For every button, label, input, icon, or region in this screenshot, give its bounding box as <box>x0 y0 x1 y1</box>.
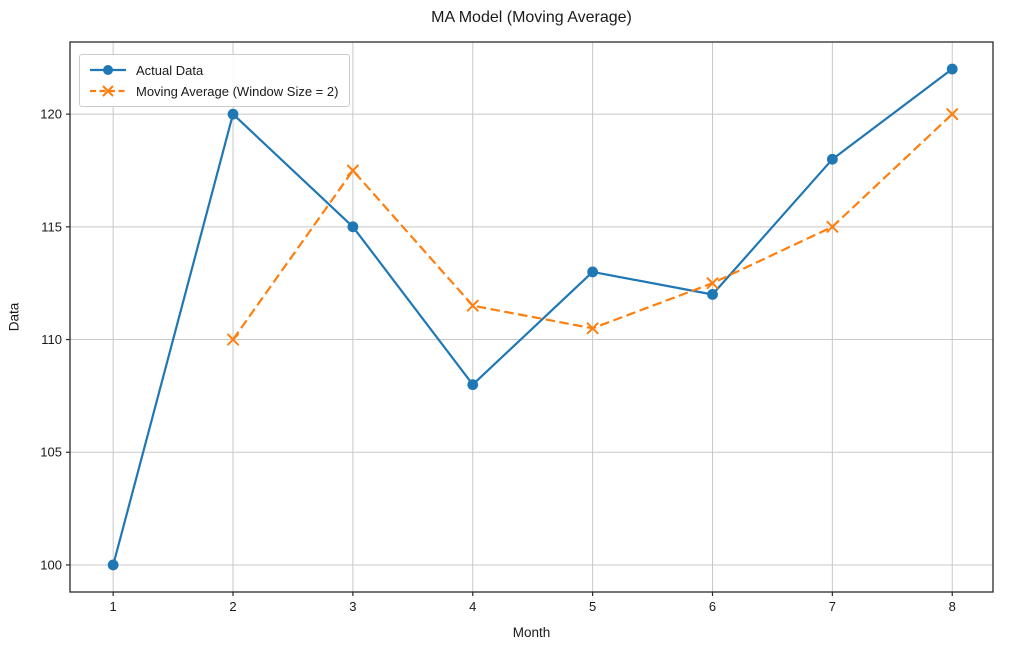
chart-title: MA Model (Moving Average) <box>431 9 632 26</box>
x-tick-label: 8 <box>949 599 956 614</box>
legend-label: Moving Average (Window Size = 2) <box>136 83 339 99</box>
legend-marker <box>103 65 113 75</box>
y-axis-label: Data <box>6 302 22 332</box>
x-tick-label: 7 <box>829 599 836 614</box>
x-tick-label: 1 <box>110 599 117 614</box>
data-point-circle <box>347 221 359 233</box>
data-point-circle <box>227 108 239 120</box>
data-point-x <box>826 220 839 233</box>
y-tick-label: 105 <box>40 445 62 460</box>
legend-swatch-line-circle <box>90 65 126 75</box>
legend-item: Actual Data <box>89 60 338 80</box>
data-point-circle <box>467 379 479 391</box>
data-point-x <box>706 277 719 290</box>
data-point-circle <box>107 559 119 571</box>
data-point-circle <box>826 153 838 165</box>
y-tick-label: 115 <box>41 219 62 234</box>
y-tick-label: 100 <box>40 557 62 572</box>
x-tick-label: 2 <box>229 599 236 614</box>
data-point-circle <box>587 266 599 278</box>
legend: Actual Data Moving Average (Window Size =… <box>79 54 351 107</box>
legend-marker <box>102 85 114 97</box>
y-tick-label: 120 <box>40 107 62 122</box>
data-point-circle <box>946 63 958 75</box>
data-point-x <box>346 164 359 177</box>
plot-border <box>69 41 994 593</box>
legend-item: Moving Average (Window Size = 2) <box>89 81 338 101</box>
legend-label: Actual Data <box>136 62 204 78</box>
data-point-x <box>227 333 240 346</box>
x-tick-label: 6 <box>709 599 716 614</box>
data-point-x <box>946 108 959 121</box>
x-tick-label: 5 <box>589 599 596 614</box>
data-point-x <box>586 322 599 335</box>
data-point-x <box>466 299 479 312</box>
data-point-circle <box>707 289 718 300</box>
x-tick-label: 3 <box>349 599 356 614</box>
series-line-actual-data <box>112 68 953 566</box>
y-tick-label: 110 <box>41 332 62 347</box>
x-axis-label: Month <box>512 625 551 640</box>
legend-swatch-dashed-x <box>90 85 126 97</box>
x-tick-label: 4 <box>469 599 476 614</box>
